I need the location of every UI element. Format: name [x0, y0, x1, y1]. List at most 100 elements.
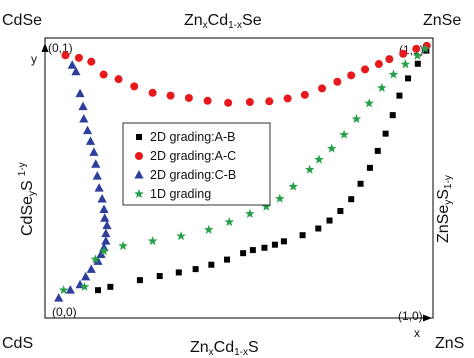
series-square-points: [95, 47, 430, 294]
data-point-circle: [166, 91, 175, 100]
data-point-circle: [114, 75, 123, 84]
data-point-square: [315, 225, 322, 232]
data-point-square: [95, 287, 102, 294]
legend-entry-c-b: 2D grading:C-B: [134, 168, 236, 182]
data-point-square: [156, 273, 163, 280]
data-point-circle: [347, 71, 356, 80]
data-point-star: [364, 98, 374, 108]
data-point-star: [304, 164, 315, 174]
legend-swatch-circle: [135, 152, 143, 160]
data-point-triangle: [93, 256, 103, 265]
data-point-circle: [374, 60, 383, 69]
y-axis-arrow: [41, 43, 49, 52]
data-point-square: [192, 266, 199, 273]
data-point-square: [299, 232, 306, 239]
data-point-circle: [148, 88, 157, 97]
data-point-square: [271, 241, 278, 248]
data-point-square: [326, 217, 333, 224]
data-point-triangle: [100, 213, 110, 222]
data-point-square: [366, 164, 373, 171]
data-point-circle: [224, 98, 233, 107]
coord-label-0-1: (0,1): [48, 41, 73, 55]
data-point-triangle: [96, 249, 106, 258]
data-point-triangle: [67, 60, 77, 69]
legend-label-c-b: 2D grading:C-B: [150, 168, 236, 182]
data-point-square: [240, 250, 247, 257]
data-point-square: [224, 256, 231, 263]
data-point-square: [414, 60, 421, 67]
data-point-triangle: [75, 88, 85, 98]
data-point-triangle: [85, 136, 96, 145]
data-point-square: [357, 180, 364, 187]
corner-label-znse: ZnSe: [423, 12, 461, 29]
data-point-square: [337, 208, 344, 215]
data-point-square: [136, 277, 143, 284]
data-point-triangle: [71, 66, 81, 76]
data-point-triangle: [102, 220, 112, 230]
data-point-star: [275, 193, 285, 203]
legend-label-a-b: 2D grading:A-B: [150, 130, 235, 144]
data-point-circle: [130, 82, 139, 91]
data-point-square: [382, 130, 389, 137]
coord-label-0-0: (0,0): [52, 305, 77, 319]
top-edge-label: ZnxCd1-xSe: [184, 12, 262, 31]
data-point-square: [389, 112, 396, 119]
data-point-triangle: [97, 193, 107, 203]
data-point-star: [79, 281, 90, 291]
data-point-square: [261, 244, 268, 251]
right-edge-label: ZnSeyS1-y: [435, 175, 454, 243]
data-point-star: [351, 114, 362, 124]
data-point-star: [176, 231, 186, 241]
legend-marker-square: [136, 134, 142, 140]
data-point-triangle: [54, 293, 64, 302]
data-point-star: [118, 240, 128, 251]
data-point-circle: [318, 84, 327, 93]
data-point-triangle: [91, 159, 101, 168]
series-triangle-points: [54, 60, 112, 302]
legend-marker-star: [134, 189, 144, 199]
data-point-circle: [333, 77, 342, 86]
data-point-circle: [203, 96, 212, 105]
data-point-triangle: [65, 285, 75, 294]
data-point-star: [327, 143, 337, 153]
data-point-square: [280, 238, 287, 245]
y-axis-label: y: [31, 52, 37, 66]
data-point-triangle: [92, 171, 102, 180]
legend-label-1d: 1D grading: [150, 187, 211, 201]
data-point-triangle: [99, 204, 109, 213]
corner-label-cds: CdS: [2, 335, 33, 352]
x-axis-arrow: [423, 314, 432, 322]
data-point-circle: [385, 55, 394, 64]
legend: 2D grading:A-B 2D grading:A-C 2D grading…: [122, 122, 271, 206]
data-point-triangle: [101, 236, 111, 245]
data-point-square: [175, 269, 182, 276]
data-point-star: [203, 224, 214, 234]
data-point-star: [90, 254, 101, 264]
data-point-triangle: [86, 264, 96, 273]
data-point-star: [314, 154, 324, 164]
data-point-triangle: [81, 271, 91, 281]
legend-swatch-triangle: [134, 170, 144, 179]
data-point-triangle: [82, 125, 93, 135]
legend-label-a-c: 2D grading:A-C: [150, 149, 236, 163]
data-markers: [54, 41, 431, 302]
data-point-circle: [245, 98, 254, 107]
data-point-triangle: [89, 147, 99, 156]
data-point-circle: [61, 51, 70, 60]
data-point-square: [396, 92, 403, 99]
corner-label-zns: ZnS: [435, 335, 464, 352]
data-point-square: [249, 247, 256, 254]
legend-swatch-star: [134, 189, 144, 199]
legend-entry-a-c: 2D grading:A-C: [135, 149, 236, 163]
data-point-star: [388, 69, 399, 79]
data-point-triangle: [79, 114, 89, 123]
data-point-star: [245, 208, 255, 218]
x-axis-label: x: [414, 326, 420, 340]
legend-swatch-square: [136, 134, 142, 140]
data-point-circle: [283, 94, 292, 103]
data-point-star: [412, 50, 423, 60]
data-point-star: [288, 181, 298, 191]
corner-label-cdse: CdSe: [2, 12, 42, 29]
data-point-star: [224, 217, 235, 227]
